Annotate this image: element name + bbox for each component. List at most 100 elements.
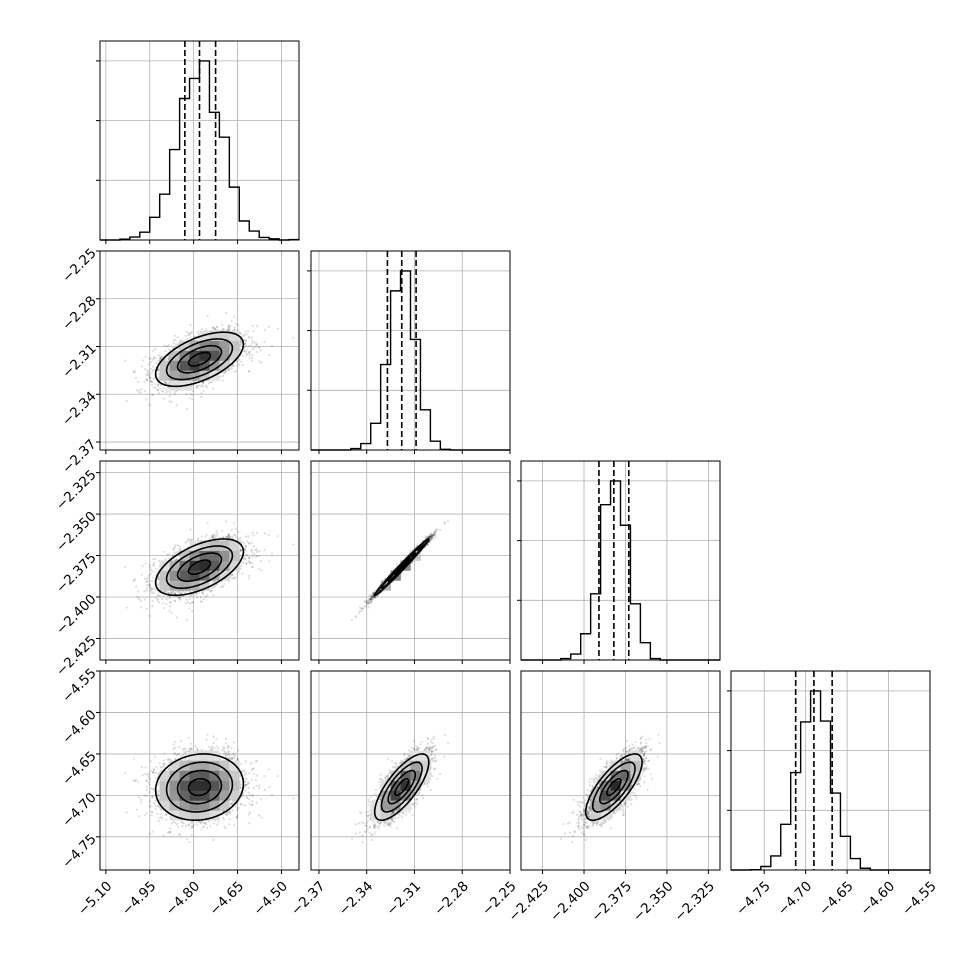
- scatter-point: [247, 560, 250, 563]
- scatter-point: [191, 390, 194, 393]
- scatter-point: [244, 545, 248, 548]
- scatter-point: [239, 341, 243, 344]
- scatter-point: [254, 548, 257, 551]
- contour-level-0: [187, 351, 212, 367]
- scatter-point: [157, 369, 160, 372]
- scatter-point: [150, 360, 153, 364]
- scatter-point: [165, 388, 168, 391]
- scatter-point: [252, 340, 256, 343]
- scatter-point: [188, 607, 191, 610]
- scatter-point: [255, 350, 258, 354]
- scatter-point: [171, 590, 175, 593]
- scatter-point: [244, 342, 247, 345]
- scatter-point: [159, 356, 162, 359]
- scatter-point: [157, 593, 160, 597]
- scatter-point: [221, 584, 224, 587]
- scatter-point: [251, 531, 254, 534]
- scatter-point: [134, 585, 138, 588]
- density-cell: [189, 370, 200, 381]
- scatter-point: [148, 373, 151, 376]
- scatter-point: [150, 579, 154, 583]
- scatter-point: [247, 330, 250, 333]
- scatter-point: [230, 573, 234, 576]
- scatter-point: [243, 343, 247, 346]
- scatter-point: [163, 344, 166, 347]
- scatter-point: [185, 540, 189, 543]
- scatter-point: [241, 363, 244, 367]
- scatter-point: [167, 591, 170, 594]
- scatter-point: [164, 590, 167, 594]
- scatter-point: [145, 369, 148, 372]
- scatter-point: [137, 380, 140, 384]
- scatter-point: [292, 336, 295, 339]
- scatter-point: [196, 385, 199, 388]
- scatter-point: [150, 371, 154, 374]
- scatter-point: [202, 592, 205, 595]
- scatter-point: [157, 369, 160, 372]
- scatter-point: [229, 535, 232, 539]
- scatter-point: [152, 563, 155, 567]
- scatter-point: [224, 371, 227, 374]
- scatter-point: [247, 574, 250, 577]
- scatter-point: [227, 328, 231, 331]
- scatter-point: [179, 547, 182, 550]
- scatter-point: [245, 344, 248, 347]
- scatter-point: [248, 357, 251, 360]
- scatter-point: [230, 319, 233, 323]
- scatter-point: [147, 372, 150, 375]
- scatter-point: [248, 562, 251, 565]
- scatter-point: [209, 590, 212, 593]
- scatter-point: [245, 353, 248, 357]
- scatter-point: [170, 592, 173, 595]
- scatter-point: [195, 386, 198, 389]
- scatter-point: [147, 370, 150, 373]
- scatter-point: [164, 382, 167, 385]
- scatter-point: [199, 385, 203, 388]
- scatter-point: [133, 369, 137, 373]
- scatter-point: [243, 557, 246, 560]
- scatter-point: [243, 338, 246, 342]
- scatter-point: [221, 379, 224, 382]
- scatter-point: [189, 381, 193, 384]
- scatter-point: [163, 381, 166, 384]
- density-cell: [209, 330, 220, 341]
- scatter-point: [215, 325, 218, 328]
- scatter-point: [267, 325, 270, 328]
- scatter-point: [143, 598, 147, 601]
- scatter-point: [166, 390, 169, 393]
- scatter-point: [242, 354, 245, 358]
- scatter-point: [241, 335, 244, 338]
- scatter-point: [245, 562, 248, 566]
- scatter-point: [202, 381, 205, 384]
- scatter-point: [255, 343, 258, 346]
- scatter-point: [124, 566, 127, 569]
- scatter-point: [157, 594, 160, 597]
- scatter-point: [168, 596, 171, 599]
- scatter-point: [187, 601, 190, 604]
- scatter-point: [235, 322, 238, 325]
- scatter-point: [227, 533, 230, 536]
- scatter-point: [176, 335, 179, 339]
- scatter-point: [145, 587, 149, 590]
- scatter-point: [263, 548, 266, 551]
- scatter-point: [239, 548, 242, 551]
- scatter-point: [231, 363, 234, 367]
- scatter-point: [239, 536, 242, 540]
- scatter-point: [170, 400, 173, 403]
- scatter-point: [213, 533, 216, 537]
- scatter-point: [190, 593, 193, 596]
- scatter-point: [154, 567, 157, 570]
- scatter-point: [156, 388, 159, 392]
- scatter-point: [140, 388, 143, 391]
- scatter-point: [175, 558, 178, 561]
- scatter-point: [152, 355, 155, 359]
- scatter-point: [268, 560, 271, 563]
- scatter-point: [144, 355, 147, 358]
- scatter-points: [124, 311, 295, 411]
- scatter-point: [227, 535, 230, 538]
- scatter-point: [212, 326, 215, 329]
- density-cell: [219, 360, 230, 371]
- density-cell: [219, 330, 230, 341]
- scatter-point: [157, 360, 161, 363]
